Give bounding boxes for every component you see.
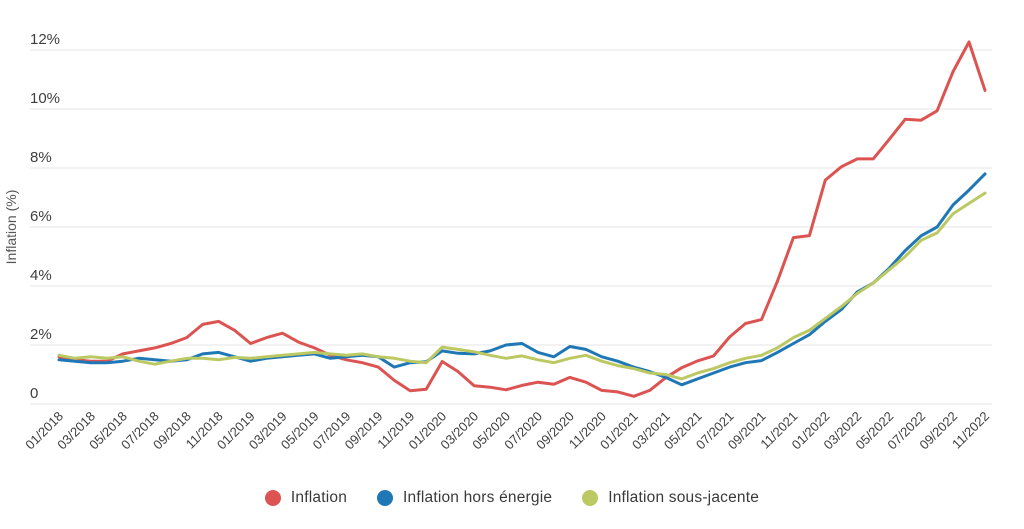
y-tick-label: 12% [30, 31, 60, 48]
legend-label-inflation-sous-jacente: Inflation sous-jacente [608, 489, 760, 506]
series-line-inflation[interactable] [57, 40, 987, 398]
series-line-inflation-sous-jacente[interactable] [57, 191, 987, 381]
y-tick-label: 10% [30, 90, 60, 107]
chart-canvas[interactable]: 02%4%6%8%10%12%Inflation (%)01/201803/20… [0, 0, 1024, 470]
y-tick-label: 8% [30, 149, 52, 166]
y-tick-label: 0 [30, 385, 38, 402]
y-tick-label: 6% [30, 208, 52, 225]
legend-label-inflation: Inflation [290, 489, 348, 506]
legend-label-inflation-hors-energie: Inflation hors énergie [403, 489, 553, 506]
y-axis-title: Inflation (%) [3, 190, 19, 265]
legend-dot-inflation-sous-jacente [582, 490, 599, 506]
legend-item-inflation-hors-energie[interactable]: Inflation hors énergie [377, 489, 552, 507]
legend-item-inflation-sous-jacente[interactable]: Inflation sous-jacente [582, 489, 759, 507]
chart-legend: Inflation Inflation hors énergie Inflati… [0, 489, 1024, 507]
legend-item-inflation[interactable]: Inflation [264, 489, 348, 507]
legend-dot-inflation [264, 490, 281, 506]
series-line-inflation-hors-energie[interactable] [57, 172, 987, 387]
legend-dot-inflation-hors-energie [377, 490, 394, 506]
y-tick-label: 4% [30, 267, 52, 284]
y-tick-label: 2% [30, 326, 52, 343]
